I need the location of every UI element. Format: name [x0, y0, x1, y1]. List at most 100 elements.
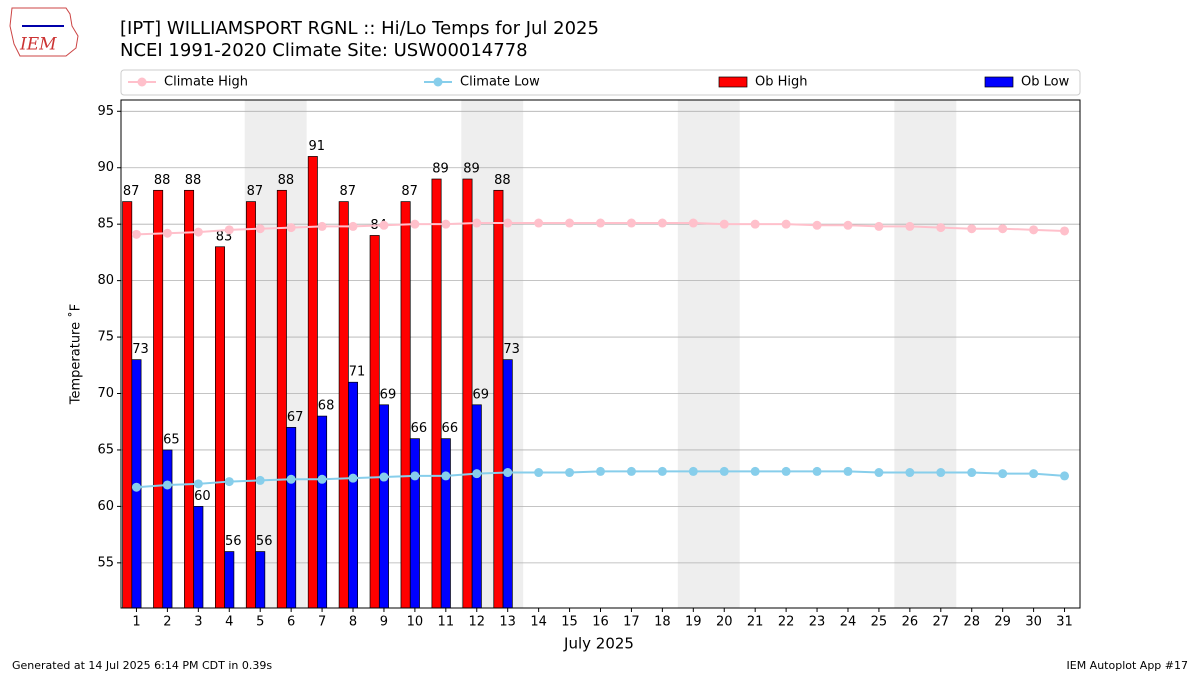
data-label: 68 [318, 399, 335, 414]
marker [781, 466, 791, 476]
y-tick-label: 70 [97, 386, 114, 401]
y-tick-label: 85 [97, 217, 114, 232]
x-tick-label: 1 [132, 615, 140, 630]
x-tick-label: 31 [1056, 615, 1073, 630]
y-tick-label: 95 [97, 104, 114, 119]
bar [122, 201, 133, 609]
marker [410, 219, 420, 229]
data-label: 73 [132, 342, 149, 357]
x-tick-label: 5 [256, 615, 264, 630]
y-tick-label: 90 [97, 160, 114, 175]
x-tick-label: 16 [592, 615, 609, 630]
marker [286, 474, 296, 484]
data-label: 89 [463, 162, 480, 177]
bar [502, 359, 513, 609]
marker [843, 220, 853, 230]
data-label: 56 [256, 534, 273, 549]
marker [1060, 471, 1070, 481]
legend-box [120, 69, 1081, 96]
plot-frame [120, 99, 1081, 609]
data-label: 87 [401, 184, 418, 199]
marker [255, 475, 265, 485]
marker [317, 474, 327, 484]
bar [369, 235, 380, 609]
marker [874, 221, 884, 231]
weekend-shade [894, 100, 957, 608]
marker [503, 218, 513, 228]
data-label: 87 [123, 184, 140, 199]
data-label: 87 [247, 184, 264, 199]
bar [431, 178, 442, 609]
x-tick-label: 18 [654, 615, 671, 630]
bar [378, 404, 389, 609]
x-tick-label: 6 [287, 615, 295, 630]
marker [131, 482, 141, 492]
data-label: 66 [411, 421, 428, 436]
x-tick-label: 11 [438, 615, 455, 630]
marker [162, 228, 172, 238]
x-tick-label: 23 [809, 615, 826, 630]
marker [503, 468, 513, 478]
data-label: 69 [380, 387, 397, 402]
footer-right: IEM Autoplot App #17 [1067, 659, 1189, 672]
marker [812, 466, 822, 476]
x-tick-label: 14 [530, 615, 547, 630]
x-tick-label: 25 [871, 615, 888, 630]
legend-label: Ob High [755, 75, 808, 90]
marker [967, 224, 977, 234]
marker [750, 466, 760, 476]
y-tick-label: 65 [97, 442, 114, 457]
marker [565, 468, 575, 478]
data-label: 56 [225, 534, 242, 549]
marker [688, 218, 698, 228]
data-label: 65 [163, 432, 180, 447]
legend-label: Climate High [164, 75, 248, 90]
marker [719, 219, 729, 229]
x-tick-label: 9 [380, 615, 388, 630]
marker [410, 471, 420, 481]
x-tick-label: 10 [407, 615, 424, 630]
marker [441, 219, 451, 229]
data-label: 67 [287, 410, 304, 425]
marker [626, 466, 636, 476]
data-label: 88 [154, 173, 171, 188]
marker [596, 466, 605, 476]
x-tick-label: 19 [685, 615, 702, 630]
legend-swatch [718, 76, 748, 88]
bar [338, 201, 349, 609]
marker [255, 224, 265, 234]
marker [596, 218, 605, 228]
marker [193, 227, 203, 237]
bar [307, 156, 318, 609]
marker [131, 229, 141, 239]
legend-marker [137, 77, 147, 87]
marker [565, 218, 575, 228]
legend-label: Climate Low [460, 75, 540, 90]
marker [193, 479, 203, 489]
footer-left: Generated at 14 Jul 2025 6:14 PM CDT in … [12, 659, 272, 672]
x-tick-label: 21 [747, 615, 764, 630]
bar [471, 404, 482, 609]
marker [998, 469, 1008, 479]
y-axis-label: Temperature ˚F [68, 304, 84, 405]
marker [874, 468, 884, 478]
bar [317, 415, 328, 609]
legend-label: Ob Low [1021, 75, 1070, 90]
data-label: 66 [442, 421, 459, 436]
marker [812, 220, 822, 230]
marker [317, 221, 327, 231]
marker [626, 218, 636, 228]
data-label: 88 [278, 173, 295, 188]
marker [348, 221, 358, 231]
bar [162, 449, 173, 609]
data-label: 73 [503, 342, 520, 357]
bar [493, 189, 504, 609]
y-tick-label: 75 [97, 330, 114, 345]
x-tick-label: 27 [933, 615, 950, 630]
marker [472, 469, 482, 479]
marker [936, 223, 946, 233]
marker [534, 468, 544, 478]
marker [905, 468, 915, 478]
marker [998, 224, 1008, 234]
